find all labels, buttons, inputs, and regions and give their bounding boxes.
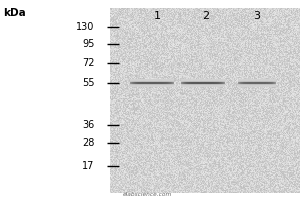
Text: 36: 36	[82, 120, 94, 130]
Text: 17: 17	[82, 161, 94, 171]
Text: elabscience.com: elabscience.com	[123, 192, 172, 197]
Text: 72: 72	[82, 58, 94, 68]
Text: kDa: kDa	[3, 8, 26, 18]
Text: 3: 3	[253, 11, 260, 21]
Text: 130: 130	[76, 22, 94, 32]
Text: 1: 1	[154, 11, 161, 21]
Text: 28: 28	[82, 138, 94, 148]
Text: 95: 95	[82, 39, 94, 49]
Text: 55: 55	[82, 78, 94, 88]
Text: 2: 2	[202, 11, 209, 21]
